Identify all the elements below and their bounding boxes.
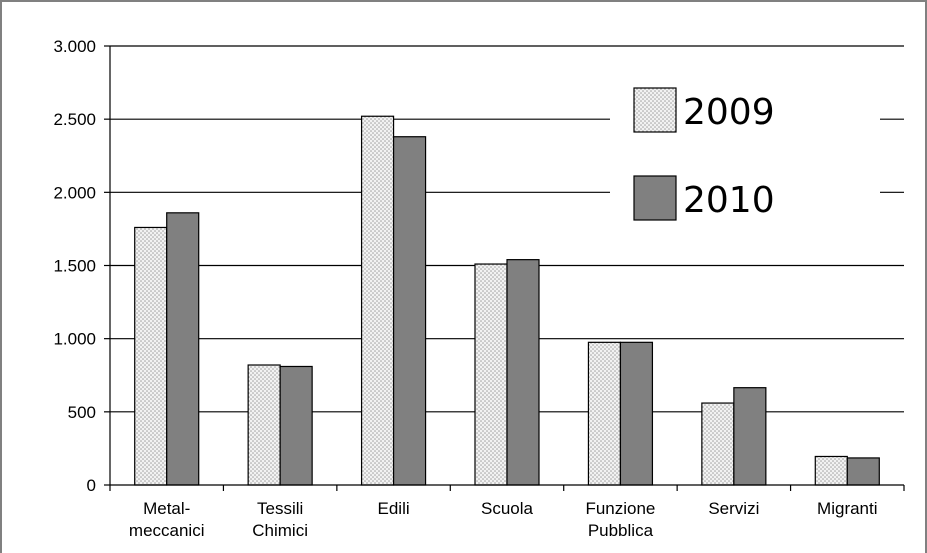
x-category-label: Edili — [378, 499, 410, 518]
bar-2009-4 — [587, 341, 622, 486]
y-tick-label: 2.500 — [53, 110, 96, 129]
x-category-label: Scuola — [481, 499, 534, 518]
bar-2010-5 — [733, 387, 767, 486]
x-axis-category-labels: Metal-meccanici Tessili Chimici Edili Scuola… — [129, 499, 878, 540]
legend-swatch-2009 — [633, 87, 677, 133]
legend-swatch-2010 — [633, 175, 677, 221]
legend-label-2010: 2010 — [683, 180, 775, 221]
bar-2010-4 — [619, 341, 654, 486]
bar-2009-3 — [474, 263, 508, 486]
legend: 2009 2010 — [633, 87, 775, 221]
bars — [134, 115, 880, 486]
bar-2009-0 — [134, 226, 168, 486]
bar-2010-3 — [506, 259, 540, 486]
bar-2010-0 — [166, 212, 200, 486]
bar-2009-5 — [701, 402, 735, 486]
x-category-label: Chimici — [252, 521, 308, 540]
x-category-label: Metal- — [143, 499, 190, 518]
y-tick-label: 2.000 — [53, 183, 96, 202]
legend-label-2009: 2009 — [683, 92, 775, 133]
y-tick-label: 0 — [87, 476, 96, 495]
y-tick-label: 1.500 — [53, 257, 96, 276]
y-tick-label: 3.000 — [53, 37, 96, 56]
bar-2010-2 — [392, 136, 427, 486]
bar-2009-6 — [814, 455, 848, 486]
x-category-label: Migranti — [817, 499, 877, 518]
x-category-label: meccanici — [129, 521, 205, 540]
y-axis-tick-labels: 0 500 1.000 1.500 2.000 2.500 3.000 — [53, 37, 96, 495]
x-category-label: Pubblica — [588, 521, 654, 540]
axes — [104, 45, 905, 491]
bar-2009-1 — [247, 364, 281, 486]
y-tick-label: 1.000 — [53, 330, 96, 349]
x-category-label: Tessili — [257, 499, 303, 518]
bar-2009-2 — [360, 115, 395, 486]
y-tick-label: 500 — [68, 403, 96, 422]
bar-2010-1 — [279, 365, 313, 486]
x-category-label: Funzione — [585, 499, 655, 518]
bar-2010-6 — [846, 457, 880, 486]
x-category-label: Servizi — [708, 499, 759, 518]
